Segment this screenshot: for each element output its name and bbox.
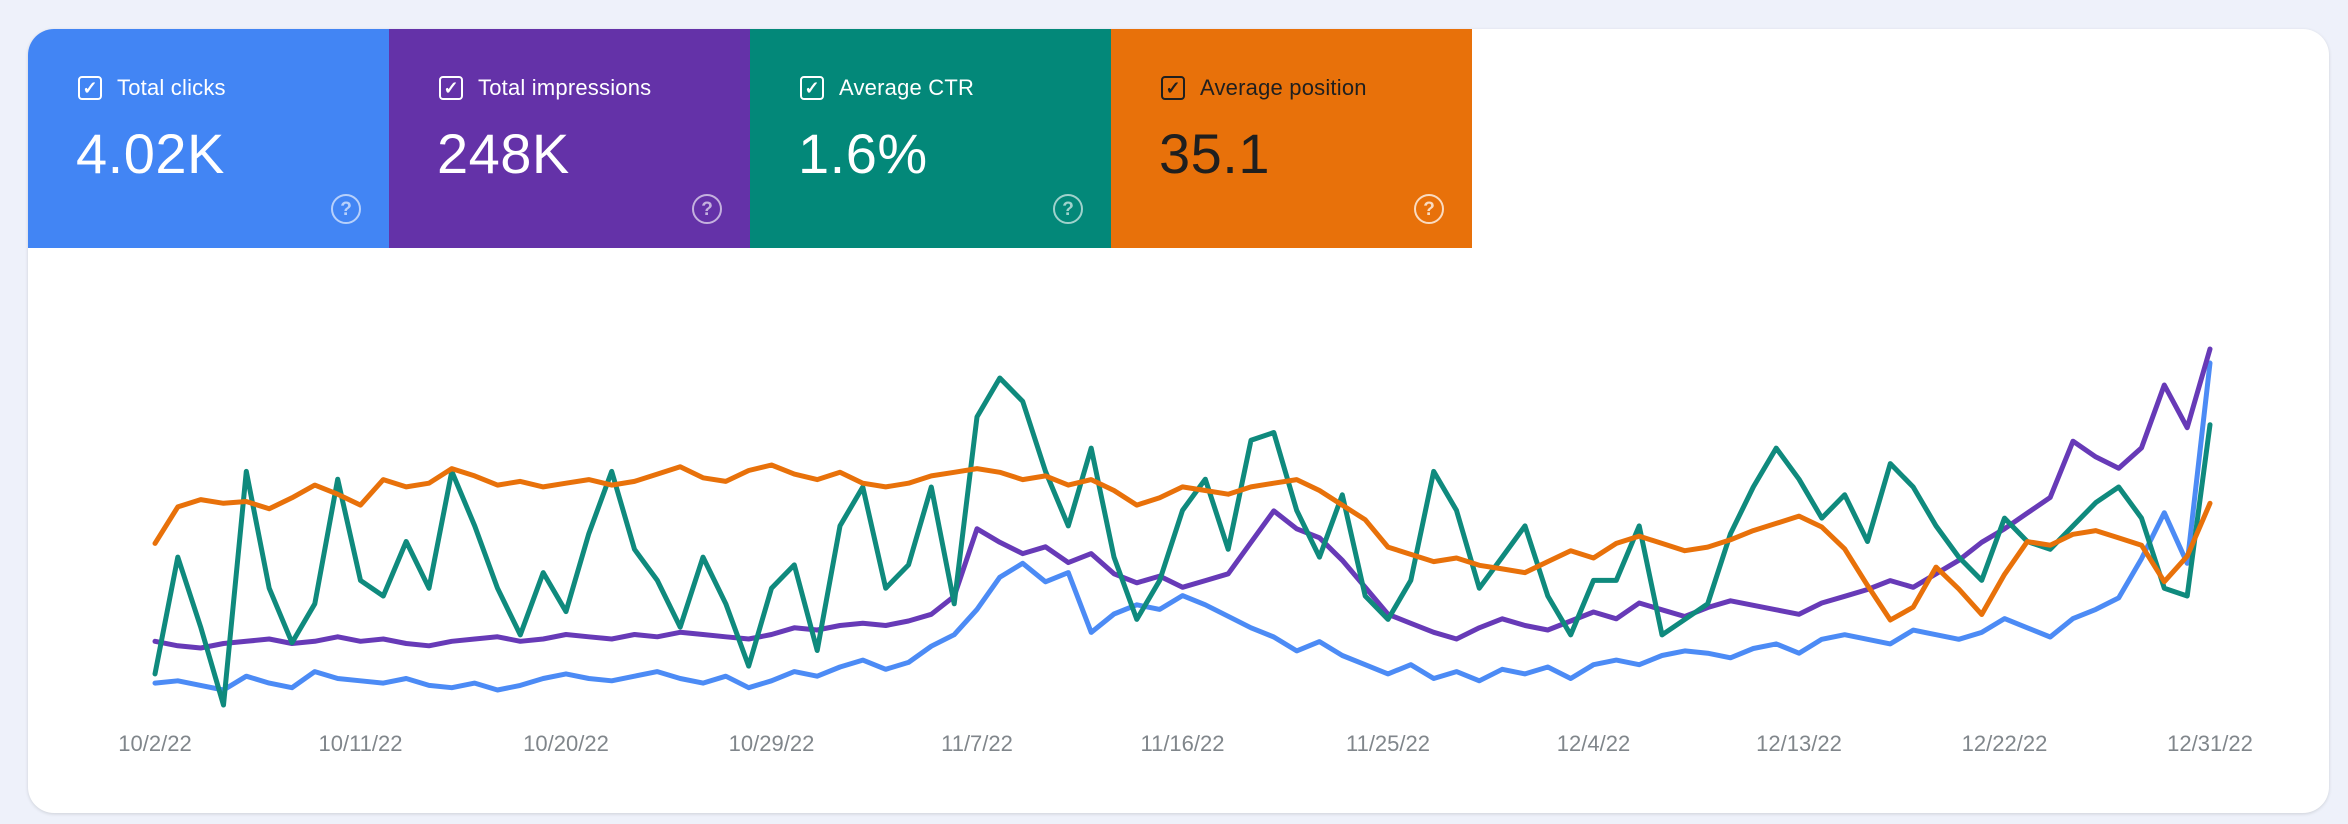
metric-card-label: Average position: [1200, 75, 1367, 100]
metric-card-label: Total impressions: [478, 75, 652, 100]
checkbox-average-ctr[interactable]: ✓: [800, 76, 824, 100]
x-tick-label: 11/16/22: [1140, 731, 1225, 756]
metric-card-label: Total clicks: [117, 75, 226, 100]
metric-card-header: ✓ Average position: [1161, 75, 1367, 101]
metric-card-total-impressions[interactable]: ✓ Total impressions 248K ?: [389, 29, 750, 248]
x-tick-label: 11/7/22: [941, 731, 1013, 756]
x-tick-label: 10/2/22: [118, 731, 192, 756]
series-line-ctr: [152, 375, 2213, 708]
metric-card-average-ctr[interactable]: ✓ Average CTR 1.6% ?: [750, 29, 1111, 248]
metric-card-value: 248K: [437, 122, 570, 185]
x-tick-label: 12/31/22: [2167, 731, 2253, 756]
performance-line-chart[interactable]: [28, 29, 2329, 813]
help-icon[interactable]: ?: [1053, 194, 1083, 224]
x-tick-label: 12/4/22: [1556, 731, 1631, 756]
help-icon[interactable]: ?: [692, 194, 722, 224]
checkbox-total-impressions[interactable]: ✓: [439, 76, 463, 100]
metric-card-header: ✓ Total clicks: [78, 75, 226, 101]
help-icon[interactable]: ?: [331, 194, 361, 224]
metric-card-value: 35.1: [1159, 122, 1270, 185]
metric-cards: ✓ Total clicks 4.02K ? ✓ Total impressio…: [28, 29, 1472, 248]
metric-card-value: 4.02K: [76, 122, 225, 185]
performance-panel: ✓ Total clicks 4.02K ? ✓ Total impressio…: [28, 29, 2329, 813]
x-tick-label: 11/25/22: [1345, 731, 1430, 756]
metric-card-header: ✓ Total impressions: [439, 75, 651, 101]
metric-card-total-clicks[interactable]: ✓ Total clicks 4.02K ?: [28, 29, 389, 248]
x-tick-label: 12/22/22: [1961, 731, 2048, 756]
metric-card-header: ✓ Average CTR: [800, 75, 974, 101]
x-tick-label: 10/20/22: [523, 731, 609, 756]
metric-card-label: Average CTR: [839, 75, 975, 100]
help-icon[interactable]: ?: [1414, 194, 1444, 224]
metric-card-value: 1.6%: [798, 122, 928, 185]
metric-card-average-position[interactable]: ✓ Average position 35.1 ?: [1111, 29, 1472, 248]
checkbox-average-position[interactable]: ✓: [1161, 76, 1185, 100]
x-tick-label: 12/13/22: [1756, 731, 1842, 756]
checkbox-total-clicks[interactable]: ✓: [78, 76, 102, 100]
series-line-clicks: [152, 360, 2213, 693]
x-tick-label: 10/11/22: [318, 731, 403, 756]
x-tick-label: 10/29/22: [728, 731, 815, 756]
series-line-position: [152, 462, 2213, 623]
